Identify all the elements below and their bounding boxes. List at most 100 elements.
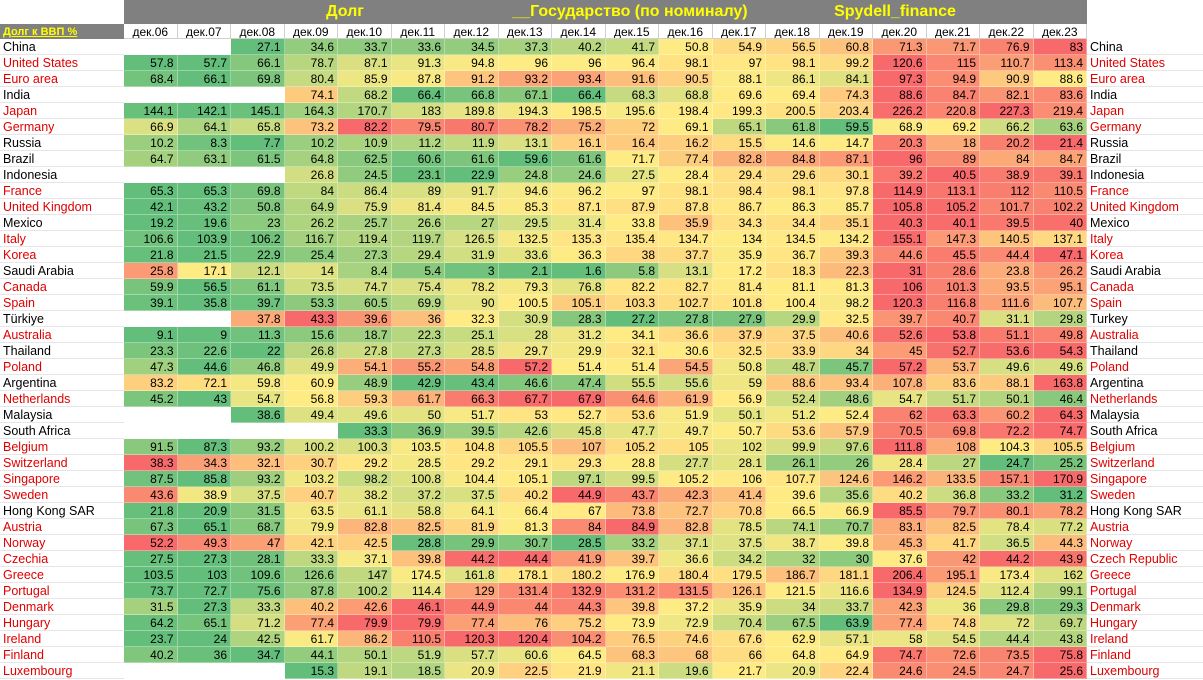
data-cell: 54.9 xyxy=(712,39,766,55)
data-cell: 28.6 xyxy=(926,263,980,279)
data-cell: 87.9 xyxy=(605,199,659,215)
data-cell: 96 xyxy=(873,151,927,167)
data-cell: 29.4 xyxy=(712,167,766,183)
data-cell xyxy=(124,167,178,183)
data-cell: 38.6 xyxy=(231,407,285,423)
data-cell: 61.8 xyxy=(766,119,820,135)
data-cell: 34.4 xyxy=(766,215,820,231)
data-cell: 21.8 xyxy=(124,503,178,519)
data-cell: 22 xyxy=(231,343,285,359)
data-cell: 50.7 xyxy=(712,423,766,439)
country-label-right: Hong Kong SAR xyxy=(1087,503,1203,519)
data-cell: 97.8 xyxy=(819,183,873,199)
data-cell: 110.7 xyxy=(980,55,1034,71)
data-cell: 22.5 xyxy=(498,663,552,679)
data-cell: 88.6 xyxy=(873,87,927,103)
data-cell: 22.9 xyxy=(231,247,285,263)
data-cell: 66.1 xyxy=(177,71,231,87)
country-label-right: Brazil xyxy=(1087,151,1203,167)
country-label-left: China xyxy=(0,39,124,55)
data-cell: 56.8 xyxy=(284,391,338,407)
data-cell: 180.4 xyxy=(659,567,713,583)
data-cell: 33.6 xyxy=(391,39,445,55)
data-cell: 66.1 xyxy=(231,55,285,71)
country-label-right: Portugal xyxy=(1087,583,1203,599)
data-cell: 115 xyxy=(926,55,980,71)
data-cell: 20.2 xyxy=(980,135,1034,151)
data-cell: 41.4 xyxy=(712,487,766,503)
data-cell: 61.9 xyxy=(659,391,713,407)
data-cell: 44.4 xyxy=(980,631,1034,647)
data-cell xyxy=(177,311,231,327)
data-cell: 43.4 xyxy=(445,375,499,391)
data-cell: 48.9 xyxy=(338,375,392,391)
data-cell: 64.8 xyxy=(284,151,338,167)
data-cell: 51.7 xyxy=(926,391,980,407)
data-cell: 107.7 xyxy=(766,471,820,487)
data-cell: 34.7 xyxy=(231,647,285,663)
data-cell: 90 xyxy=(445,295,499,311)
data-cell: 99.1 xyxy=(1033,583,1087,599)
data-cell xyxy=(231,423,285,439)
data-cell: 29.8 xyxy=(980,599,1034,615)
data-cell: 36 xyxy=(177,647,231,663)
data-cell: 41.9 xyxy=(552,551,606,567)
data-cell: 101.7 xyxy=(980,199,1034,215)
data-cell: 47.1 xyxy=(1033,247,1087,263)
data-cell: 83.1 xyxy=(873,519,927,535)
data-cell: 38 xyxy=(605,247,659,263)
data-cell: 59.5 xyxy=(819,119,873,135)
data-cell: 87.1 xyxy=(819,151,873,167)
data-cell: 91.3 xyxy=(391,55,445,71)
data-cell: 34.5 xyxy=(445,39,499,55)
data-cell: 96 xyxy=(498,55,552,71)
data-cell: 173.4 xyxy=(980,567,1034,583)
country-label-right: Austria xyxy=(1087,519,1203,535)
data-cell: 44.6 xyxy=(177,359,231,375)
country-label-right: Norway xyxy=(1087,535,1203,551)
country-label-right: Sweden xyxy=(1087,487,1203,503)
data-cell: 71.7 xyxy=(605,151,659,167)
column-header: дек.20 xyxy=(873,24,927,39)
data-cell: 58.8 xyxy=(391,503,445,519)
data-cell: 5.8 xyxy=(605,263,659,279)
data-cell: 65.1 xyxy=(712,119,766,135)
data-cell: 131.4 xyxy=(498,583,552,599)
title-debt: Долг xyxy=(326,3,364,20)
data-cell: 60.9 xyxy=(284,375,338,391)
data-cell: 77.4 xyxy=(873,615,927,631)
data-cell: 87.8 xyxy=(284,583,338,599)
data-cell: 72.2 xyxy=(980,423,1034,439)
data-cell: 19.6 xyxy=(659,663,713,679)
data-cell: 24.5 xyxy=(926,663,980,679)
data-cell: 16.4 xyxy=(605,135,659,151)
data-cell: 52.4 xyxy=(819,407,873,423)
data-cell: 63.3 xyxy=(926,407,980,423)
data-cell: 44.4 xyxy=(498,551,552,567)
data-cell: 87.8 xyxy=(391,71,445,87)
data-cell: 85.7 xyxy=(819,199,873,215)
data-cell: 62.9 xyxy=(766,631,820,647)
data-cell: 144.1 xyxy=(124,103,178,119)
data-cell: 83 xyxy=(1033,39,1087,55)
data-cell xyxy=(231,663,285,679)
data-cell: 97 xyxy=(712,55,766,71)
column-header: дек.15 xyxy=(605,24,659,39)
data-cell: 86.3 xyxy=(766,199,820,215)
data-cell: 75.8 xyxy=(1033,647,1087,663)
country-label-left: Singapore xyxy=(0,471,124,487)
data-cell: 31 xyxy=(873,263,927,279)
country-label-left: Sweden xyxy=(0,487,124,503)
data-cell: 99.5 xyxy=(605,471,659,487)
data-cell: 78.5 xyxy=(712,519,766,535)
data-cell: 88.6 xyxy=(1033,71,1087,87)
data-cell: 206.4 xyxy=(873,567,927,583)
data-cell: 45 xyxy=(873,343,927,359)
data-cell: 67.3 xyxy=(124,519,178,535)
data-cell: 145.1 xyxy=(231,103,285,119)
header-band xyxy=(124,0,1087,24)
data-cell: 105.1 xyxy=(498,471,552,487)
data-cell: 96.2 xyxy=(552,183,606,199)
data-cell: 20.9 xyxy=(766,663,820,679)
data-cell: 2.1 xyxy=(498,263,552,279)
